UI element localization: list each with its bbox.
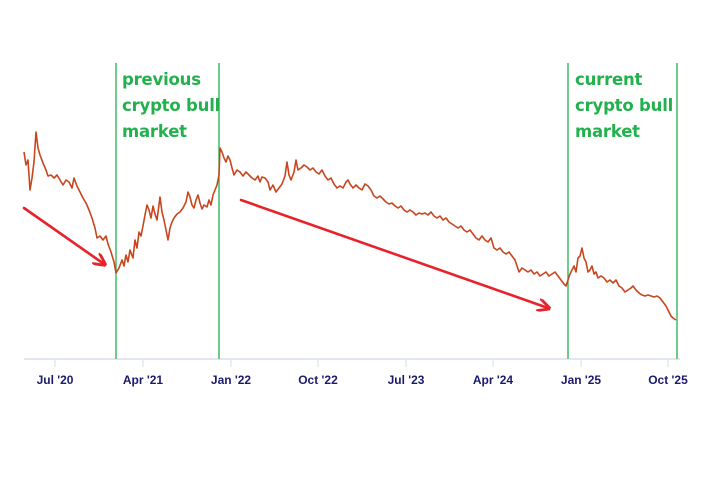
label-line: crypto bull bbox=[575, 96, 674, 115]
x-tick-label: Jul '23 bbox=[388, 373, 425, 387]
price-series-line bbox=[23, 131, 677, 321]
label-line: market bbox=[122, 122, 187, 141]
trend-arrows bbox=[22, 198, 548, 308]
x-tick-label: Jul '20 bbox=[37, 373, 74, 387]
x-tick-label: Oct '25 bbox=[648, 373, 688, 387]
x-axis: Jul '20 Apr '21 Jan '22 Oct '22 Jul '23 Apr '… bbox=[24, 358, 688, 387]
label-line: current bbox=[575, 70, 643, 89]
x-axis-ticks: Jul '20 Apr '21 Jan '22 Oct '22 Jul '23 Apr '… bbox=[37, 359, 688, 387]
x-tick-label: Jan '25 bbox=[561, 373, 602, 387]
x-tick-label: Jan '22 bbox=[211, 373, 252, 387]
previous-bull-market-label: previous crypto bull market bbox=[122, 67, 220, 145]
downtrend-arrow-icon bbox=[22, 206, 104, 264]
label-line: market bbox=[575, 122, 640, 141]
bull-market-markers bbox=[115, 63, 678, 359]
downtrend-arrow-icon bbox=[239, 198, 548, 308]
label-line: crypto bull bbox=[122, 96, 221, 115]
label-line: previous bbox=[122, 70, 201, 89]
current-bull-market-label: current crypto bull market bbox=[575, 67, 673, 145]
x-tick-label: Oct '22 bbox=[298, 373, 338, 387]
x-tick-label: Apr '21 bbox=[123, 373, 164, 387]
x-tick-label: Apr '24 bbox=[473, 373, 514, 387]
